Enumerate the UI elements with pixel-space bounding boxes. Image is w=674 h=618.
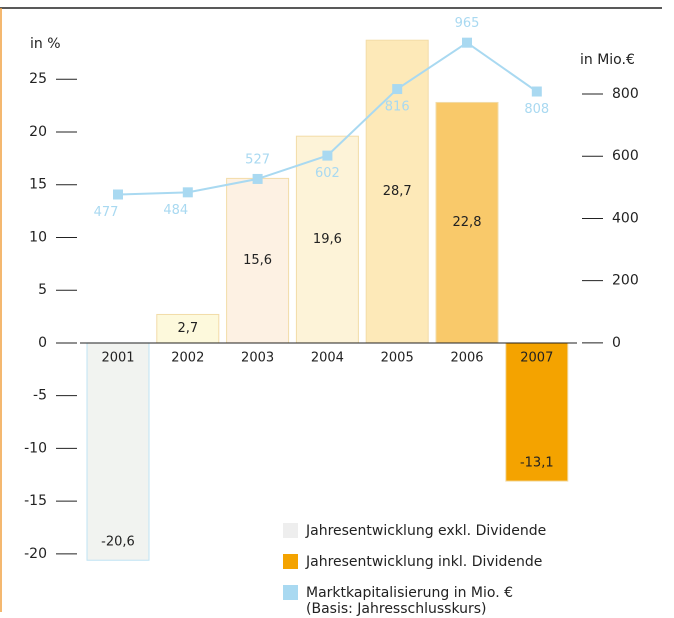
y-tick-label: 25 [29, 71, 47, 87]
line-value-label: 602 [315, 166, 340, 181]
x-tick-label: 2003 [241, 350, 274, 365]
x-tick-label: 2001 [101, 350, 134, 365]
line-value-label: 808 [524, 102, 549, 117]
bar-value-label: -13,1 [520, 456, 554, 471]
bar [86, 342, 150, 561]
y-tick-label: -5 [33, 388, 47, 404]
bar [226, 177, 290, 344]
line-marker [252, 173, 263, 184]
y-tick-label: -15 [24, 493, 47, 509]
x-tick-label: 2005 [381, 350, 414, 365]
y2-tick-label: 800 [612, 86, 639, 102]
legend-swatch [283, 523, 298, 538]
bar-value-label: 22,8 [453, 215, 482, 230]
legend-note: (Basis: Jahresschlusskurs) [306, 601, 487, 617]
line-marker [322, 150, 333, 161]
y-tick-label: 10 [29, 229, 47, 245]
y2-tick-label: 200 [612, 273, 639, 289]
bar [156, 313, 220, 344]
y2-axis-label: in Mio.€ [580, 52, 635, 68]
x-tick-label: 2002 [171, 350, 204, 365]
bar-value-label: -20,6 [101, 535, 135, 550]
bar [435, 101, 499, 344]
x-tick-label: 2004 [311, 350, 344, 365]
bar [505, 342, 569, 482]
bar-value-label: 15,6 [243, 253, 272, 268]
legend-swatch [283, 554, 298, 569]
line-value-label: 816 [385, 100, 410, 115]
bar-value-label: 28,7 [383, 184, 412, 199]
y-tick-label: -20 [24, 546, 47, 562]
line-value-label: 965 [455, 16, 480, 31]
bar-value-label: 2,7 [177, 321, 198, 336]
legend-label: Jahresentwicklung inkl. Dividende [305, 554, 542, 570]
line-marker [531, 86, 542, 97]
y-tick-label: -10 [24, 440, 47, 456]
x-tick-label: 2007 [520, 350, 553, 365]
y-tick-label: 5 [38, 282, 47, 298]
legend-label: Jahresentwicklung exkl. Dividende [305, 523, 546, 539]
y-axis-label: in % [30, 36, 61, 52]
line-marker [113, 189, 123, 200]
y-tick-label: 20 [29, 124, 47, 140]
line-value-label: 527 [245, 152, 270, 167]
x-tick-label: 2006 [450, 350, 483, 365]
bar-value-label: 19,6 [313, 232, 342, 247]
line-value-label: 484 [163, 203, 188, 218]
line-marker [462, 37, 472, 48]
y-tick-label: 0 [38, 335, 47, 351]
line-marker [182, 187, 193, 198]
legend-label: Marktkapitalisierung in Mio. € [306, 585, 513, 601]
line-value-label: 477 [94, 205, 119, 220]
bar [295, 135, 359, 344]
line-marker [392, 84, 403, 95]
y2-tick-label: 400 [612, 210, 639, 226]
y2-tick-label: 0 [612, 335, 621, 351]
legend-swatch [283, 585, 298, 600]
y-tick-label: 15 [29, 177, 47, 193]
y2-tick-label: 600 [612, 148, 639, 164]
